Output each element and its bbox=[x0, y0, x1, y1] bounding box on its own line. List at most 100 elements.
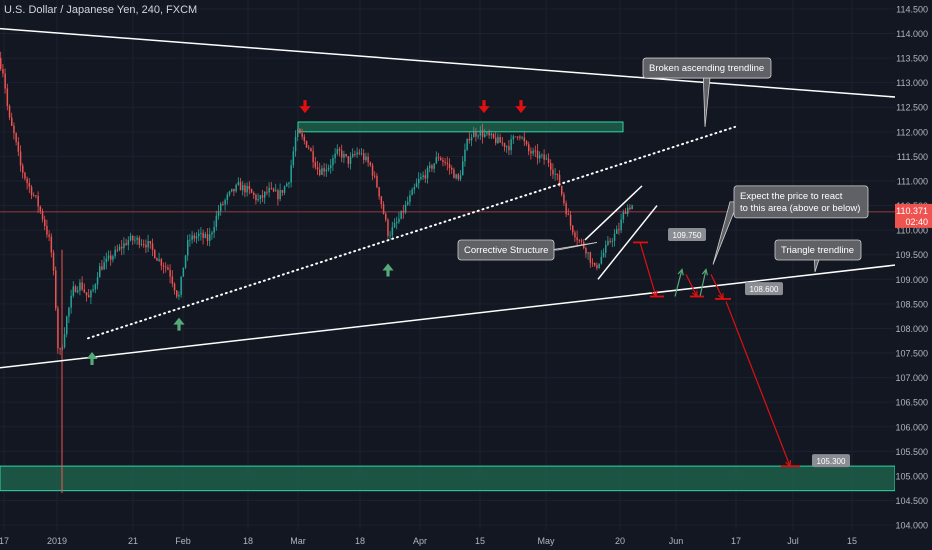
candle-body bbox=[283, 186, 286, 193]
candle-body bbox=[572, 225, 574, 233]
candle-body bbox=[277, 190, 279, 200]
candle-body bbox=[101, 266, 103, 270]
candle-body bbox=[376, 175, 378, 188]
candle-body bbox=[202, 232, 204, 238]
candle-body bbox=[158, 259, 160, 261]
price-label-105300 bbox=[812, 454, 850, 468]
price-axis[interactable]: 114.500 114.000 113.500 113.000 112.500 112.0… bbox=[895, 0, 932, 550]
candle-body bbox=[481, 130, 484, 137]
candle-body bbox=[532, 150, 534, 154]
candle-body bbox=[110, 255, 112, 260]
candle-body bbox=[22, 165, 24, 173]
y-tick-label: 111.500 bbox=[897, 152, 928, 162]
candle-body bbox=[316, 167, 319, 170]
candle-body bbox=[13, 125, 15, 134]
projections bbox=[633, 241, 800, 468]
candle-body bbox=[244, 185, 246, 193]
candle-body bbox=[453, 169, 455, 179]
candle-body bbox=[68, 307, 70, 317]
candle-body bbox=[545, 158, 548, 160]
projection-red-1 bbox=[685, 274, 698, 297]
x-tick-label: May bbox=[537, 536, 555, 546]
projection-red-0 bbox=[639, 242, 657, 297]
candle-body bbox=[605, 245, 607, 253]
candle-body bbox=[563, 194, 565, 204]
candle-body bbox=[231, 188, 233, 192]
candle-body bbox=[547, 158, 550, 164]
candle-body bbox=[429, 165, 431, 168]
candle-body bbox=[393, 222, 396, 228]
candle-body bbox=[400, 210, 402, 219]
candle-body bbox=[143, 244, 145, 245]
candle-body bbox=[257, 199, 259, 201]
candle-body bbox=[92, 289, 94, 291]
candle-body bbox=[374, 175, 376, 177]
candle-body bbox=[127, 240, 130, 245]
channel-lower-line[interactable] bbox=[597, 205, 658, 280]
candle-body bbox=[470, 137, 473, 141]
candle-body bbox=[167, 267, 169, 270]
callout-triangle-trendline[interactable] bbox=[774, 239, 862, 261]
broken-ascending-trendline[interactable] bbox=[87, 125, 736, 340]
price-label-108600 bbox=[745, 282, 783, 296]
candle-body bbox=[286, 183, 288, 187]
candle-body bbox=[2, 68, 4, 74]
candle-body bbox=[391, 227, 394, 236]
candle-body bbox=[319, 169, 321, 175]
callout-corrective-structure[interactable] bbox=[457, 239, 555, 261]
candle-body bbox=[404, 204, 407, 213]
callout-broken-trendline[interactable] bbox=[642, 57, 772, 79]
candle-body bbox=[35, 195, 37, 197]
candle-body bbox=[246, 186, 248, 193]
candle-body bbox=[536, 150, 539, 159]
candle-body bbox=[37, 195, 39, 207]
candle-body bbox=[226, 194, 229, 200]
arrow-down-icon bbox=[515, 100, 527, 114]
candle-body bbox=[620, 219, 622, 231]
y-tick-label: 107.000 bbox=[895, 373, 928, 383]
y-tick-label: 110.000 bbox=[896, 226, 928, 236]
candle-body bbox=[77, 290, 79, 293]
candle-body bbox=[72, 286, 75, 296]
candle-body bbox=[301, 133, 303, 137]
price-label-109750 bbox=[668, 228, 706, 242]
candle-body bbox=[367, 156, 369, 163]
markers bbox=[86, 100, 527, 366]
candle-body bbox=[444, 161, 446, 163]
y-tick-label: 107.500 bbox=[895, 349, 928, 359]
lower-triangle-trendline[interactable] bbox=[0, 263, 901, 369]
candle-body bbox=[33, 195, 35, 197]
candle-body bbox=[360, 153, 363, 155]
candle-body bbox=[387, 219, 389, 236]
time-axis[interactable]: 17 2019 21 Feb 18 Mar 18 Apr 15 May 20 Jun 17 Jul 15 bbox=[0, 536, 857, 546]
candle-body bbox=[409, 195, 411, 202]
candle-body bbox=[48, 234, 50, 237]
candle-body bbox=[618, 229, 620, 231]
candle-body bbox=[622, 212, 625, 220]
candle-body bbox=[336, 149, 339, 154]
candle-body bbox=[281, 190, 284, 193]
candle-body bbox=[503, 143, 506, 148]
candle-body bbox=[215, 215, 218, 227]
price-label-109750-text: 109.750 bbox=[673, 231, 702, 240]
candle-body bbox=[162, 265, 165, 267]
candle-body bbox=[90, 290, 92, 298]
callout-expect-react[interactable] bbox=[733, 185, 869, 219]
candle-body bbox=[484, 133, 486, 137]
candle-body bbox=[198, 233, 200, 237]
candle-body bbox=[585, 248, 587, 254]
candle-body bbox=[475, 132, 477, 137]
candle-body bbox=[347, 156, 350, 164]
candle-body bbox=[422, 175, 424, 178]
channel-upper-line[interactable] bbox=[584, 185, 643, 241]
candle-body bbox=[459, 175, 462, 180]
upper-triangle-trendline[interactable] bbox=[0, 27, 901, 99]
candles bbox=[0, 51, 895, 494]
candle-body bbox=[99, 266, 101, 278]
projection-green-0 bbox=[674, 269, 683, 297]
candle-body bbox=[255, 194, 257, 201]
candle-body bbox=[354, 153, 356, 155]
candle-body bbox=[330, 165, 332, 168]
callout-expect-react-text: Expect the price to react bbox=[740, 191, 843, 202]
